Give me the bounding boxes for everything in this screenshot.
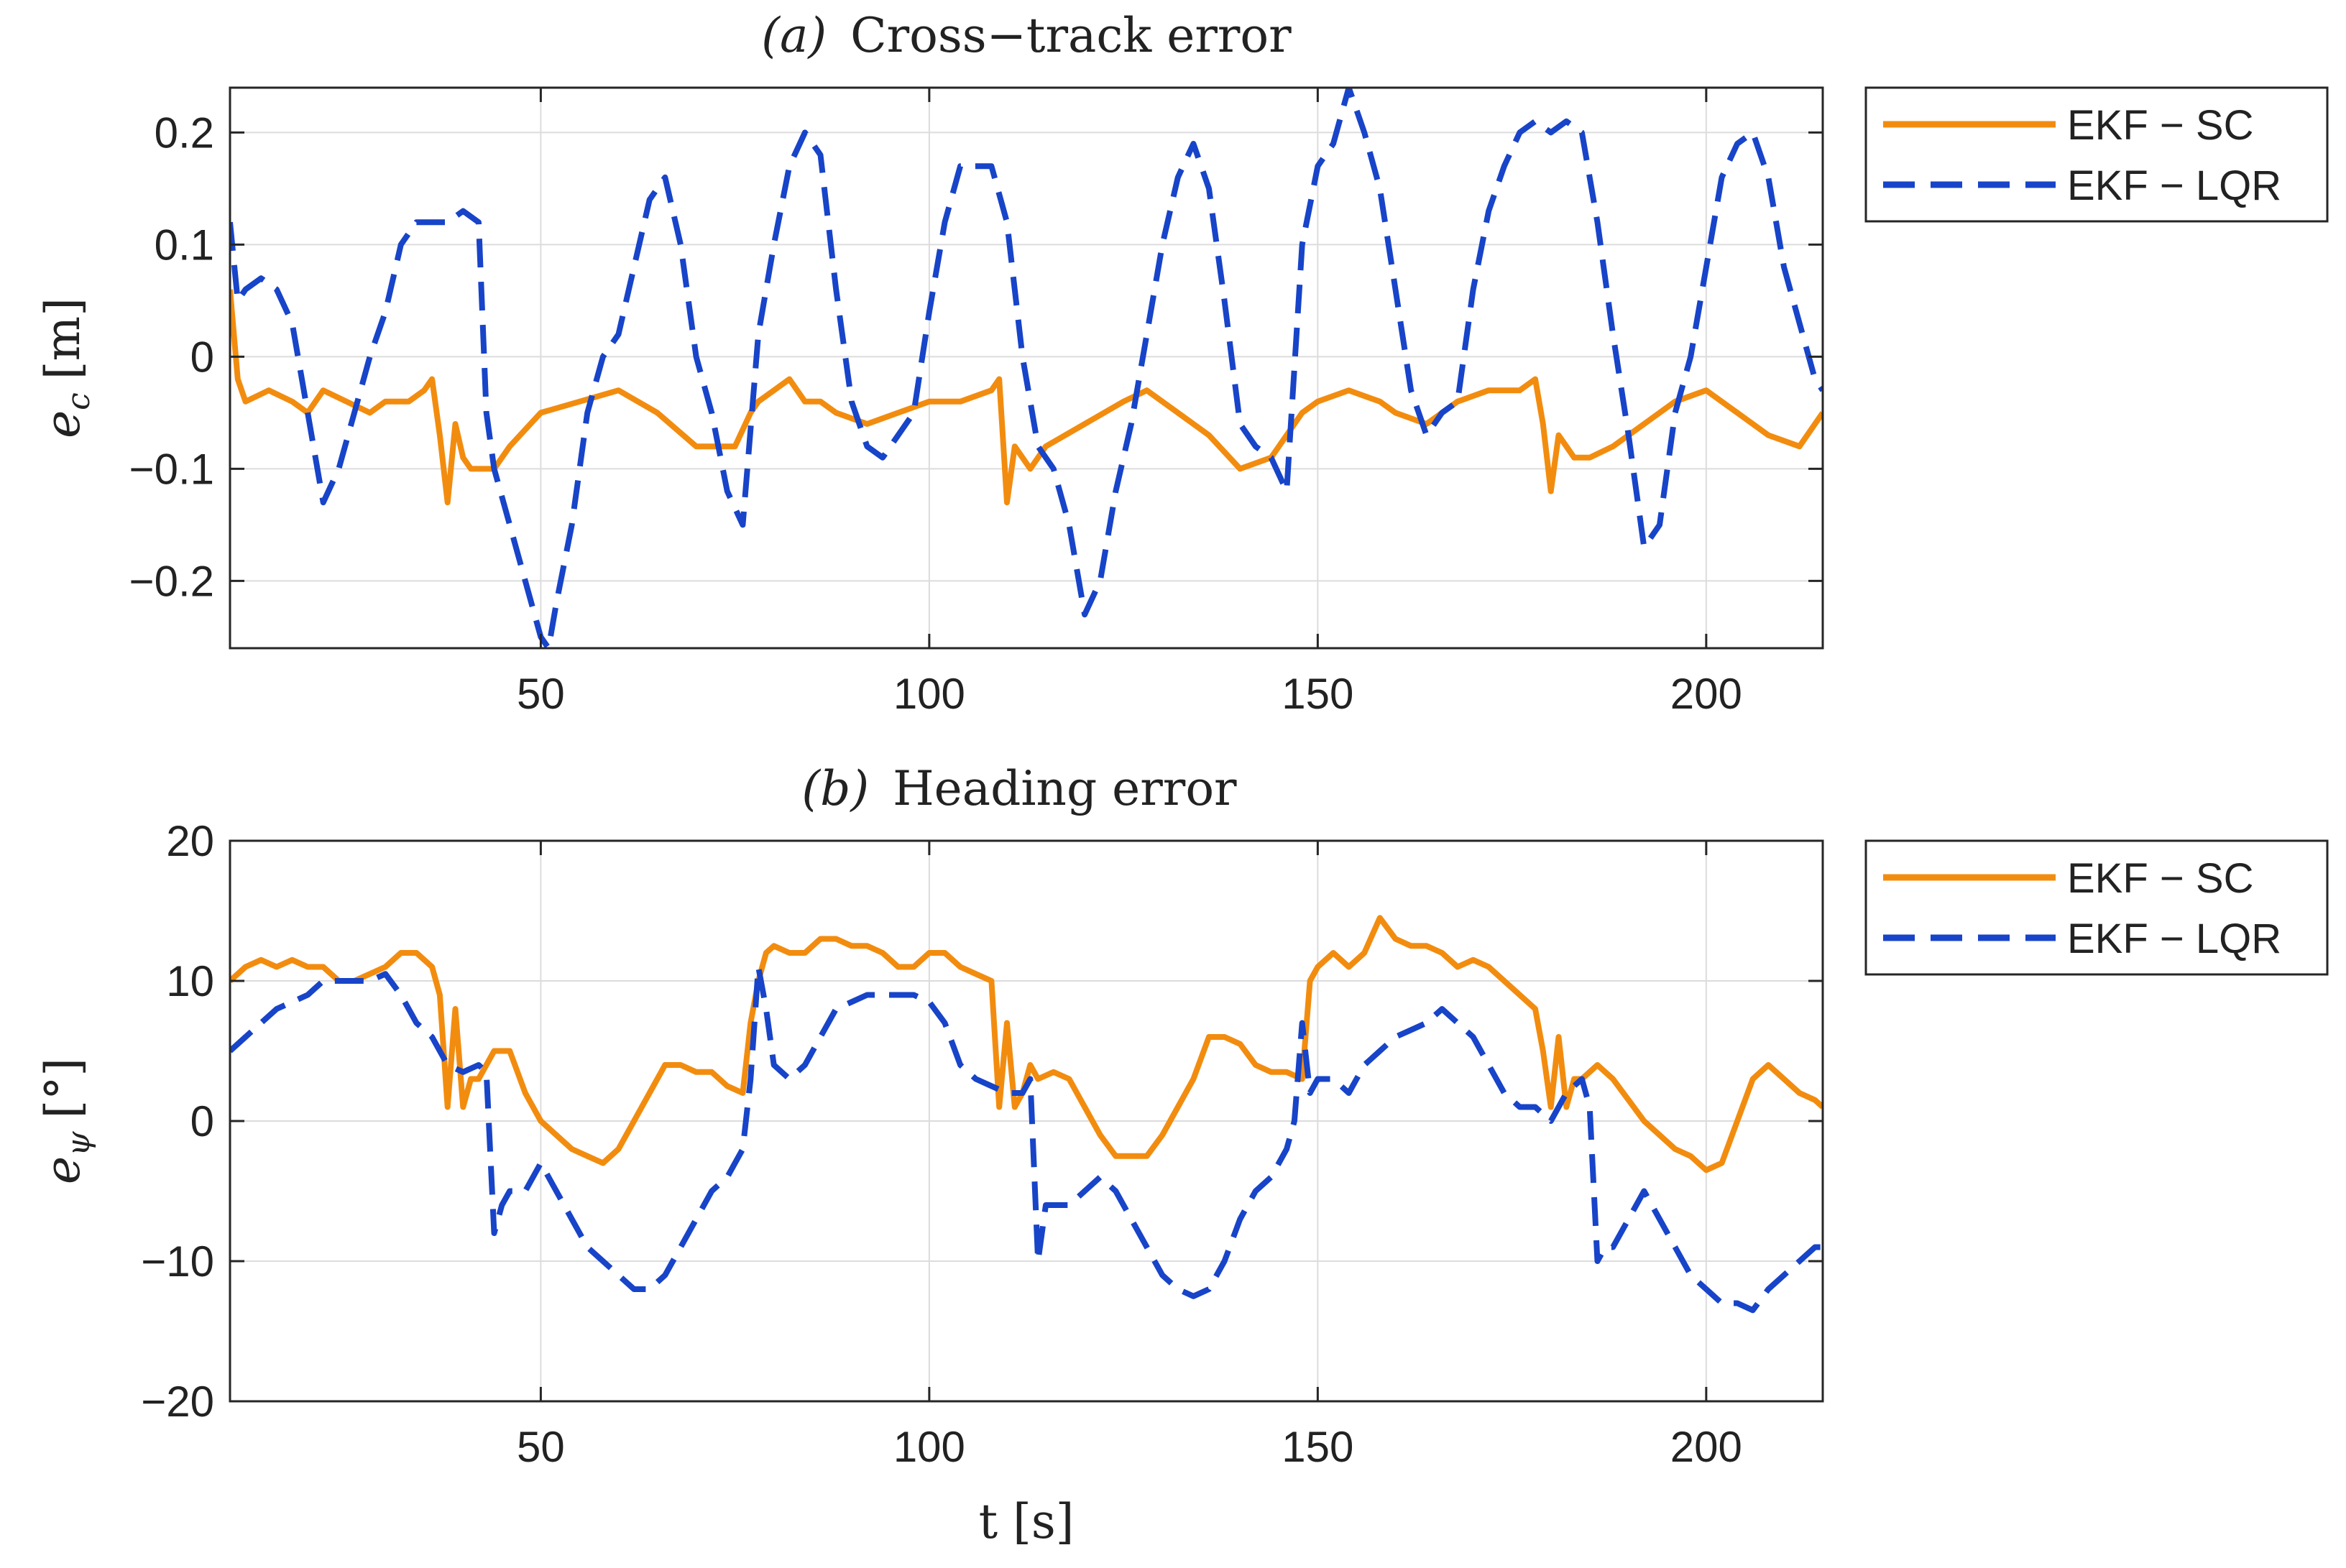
y-axis-label-a: ec [m] [35, 298, 97, 438]
legend-label-b-1: EKF − LQR [2067, 916, 2281, 962]
series-layer-b [230, 915, 1823, 1314]
series-line-b-1 [230, 964, 1823, 1314]
y-axis-label-b: eψ [°] [35, 1058, 97, 1184]
x-tick-label-a-2: 150 [1282, 670, 1353, 718]
chart-title-b: (b) Heading error [801, 761, 1237, 816]
legend-box-a [1864, 86, 2329, 223]
y-axis-label-main-b: e [35, 1156, 91, 1184]
chart-title-a: (a) Cross−track error [761, 8, 1292, 63]
x-tick-label-a-1: 100 [893, 670, 965, 718]
ticks-a: 50 100 150 200 0.2 0.1 0 −0.1 −0.2 [129, 88, 1823, 718]
legend-label-a-1: EKF − LQR [2067, 162, 2281, 209]
x-tick-label-b-1: 100 [893, 1423, 965, 1471]
y-tick-label-b-4: −20 [141, 1378, 214, 1426]
y-axis-label-sub-b: ψ [60, 1131, 97, 1156]
y-tick-label-b-3: −10 [141, 1237, 214, 1286]
chart-title-text-a: Cross−track error [850, 8, 1292, 63]
y-tick-label-a-0: 0.2 [155, 109, 214, 157]
chart-title-prefix-a: (a) [761, 8, 827, 63]
x-tick-label-b-0: 50 [517, 1423, 565, 1471]
y-tick-label-a-4: −0.2 [129, 557, 214, 605]
x-tick-label-b-2: 150 [1282, 1423, 1353, 1471]
y-tick-label-b-0: 20 [166, 817, 214, 865]
series-layer-a [230, 88, 1823, 648]
legend-box-b [1864, 839, 2329, 976]
plot-frame-a [229, 86, 1824, 650]
legend-label-b-0: EKF − SC [2067, 855, 2253, 902]
x-tick-label-a-3: 200 [1670, 670, 1742, 718]
chart-a: 50 100 150 200 0.2 0.1 0 −0.1 −0.2 (a) Cross−tra… [35, 8, 2329, 718]
y-axis-label-unit-a: [m] [35, 298, 91, 379]
y-tick-label-b-2: 0 [190, 1097, 214, 1145]
legend-label-a-0: EKF − SC [2067, 102, 2253, 149]
legend-a: EKF − SC EKF − LQR [1864, 86, 2329, 223]
legend-b: EKF − SC EKF − LQR [1864, 839, 2329, 976]
y-tick-label-a-2: 0 [190, 333, 214, 381]
y-tick-label-a-1: 0.1 [155, 221, 214, 269]
series-line-a-1 [230, 88, 1823, 648]
chart-title-prefix-b: (b) [801, 761, 869, 816]
chart-title-text-b: Heading error [893, 761, 1237, 816]
y-tick-label-b-1: 10 [166, 957, 214, 1005]
y-axis-label-main-a: e [35, 410, 91, 438]
series-line-a-0 [230, 289, 1823, 506]
x-tick-label-b-3: 200 [1670, 1423, 1742, 1471]
series-line-b-0 [230, 915, 1823, 1173]
y-axis-label-unit-b: [°] [35, 1058, 91, 1119]
y-tick-label-a-3: −0.1 [129, 445, 214, 493]
x-tick-label-a-0: 50 [517, 670, 565, 718]
y-axis-label-sub-a: c [60, 392, 97, 410]
x-axis-label-b: t [s] [979, 1494, 1075, 1549]
